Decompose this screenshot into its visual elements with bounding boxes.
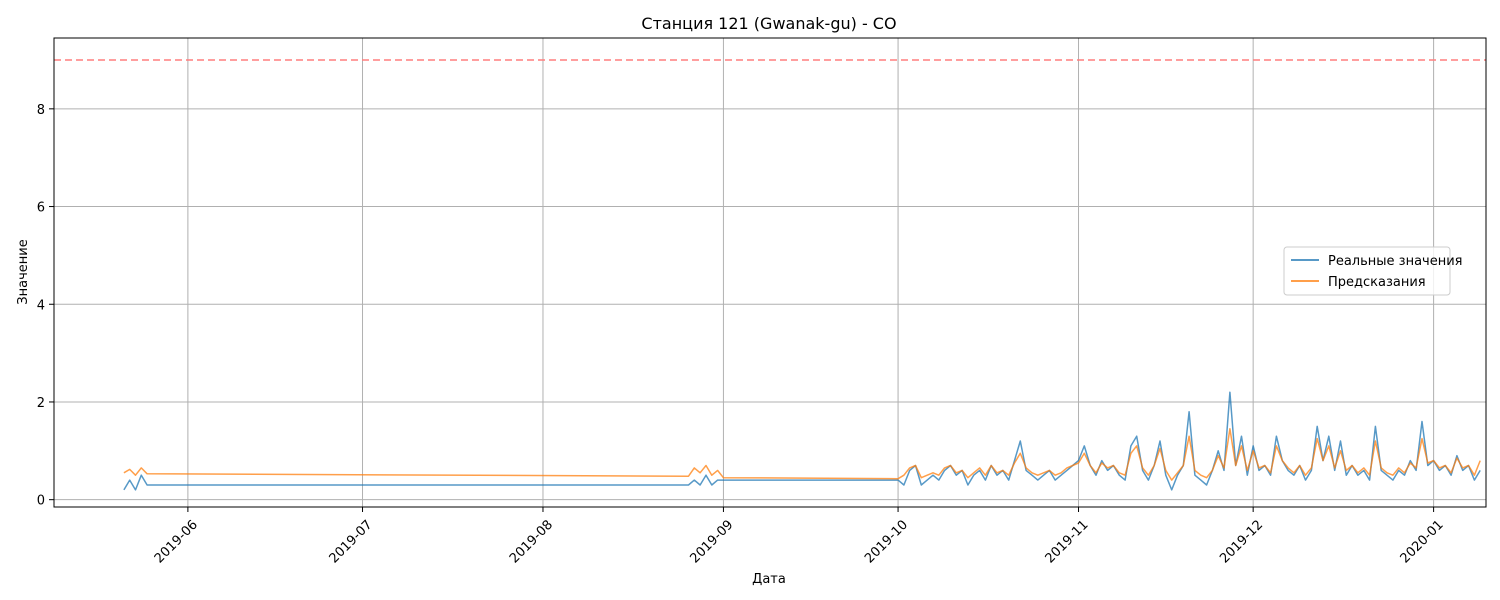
y-tick-label: 2 (37, 396, 45, 411)
chart-title: Станция 121 (Gwanak-gu) - CO (641, 14, 896, 33)
y-axis: 0 2 4 6 8 (37, 103, 54, 509)
series-predicted-line (123, 428, 1481, 481)
series-layer (123, 391, 1481, 491)
y-axis-label: Значение (16, 239, 31, 304)
x-axis-label: Дата (752, 572, 786, 587)
legend-label-real: Реальные значения (1328, 254, 1463, 269)
x-grid (187, 38, 1435, 507)
plot-frame (53, 37, 1487, 508)
y-tick-label: 4 (37, 298, 45, 313)
y-grid (54, 108, 1486, 501)
y-tick-label: 0 (37, 494, 45, 509)
legend-label-predicted: Предсказания (1328, 275, 1426, 290)
legend: Реальные значения Предсказания (1283, 246, 1463, 296)
y-tick-label: 8 (37, 103, 45, 118)
y-tick-label: 6 (37, 201, 45, 216)
legend-box (1283, 246, 1451, 296)
